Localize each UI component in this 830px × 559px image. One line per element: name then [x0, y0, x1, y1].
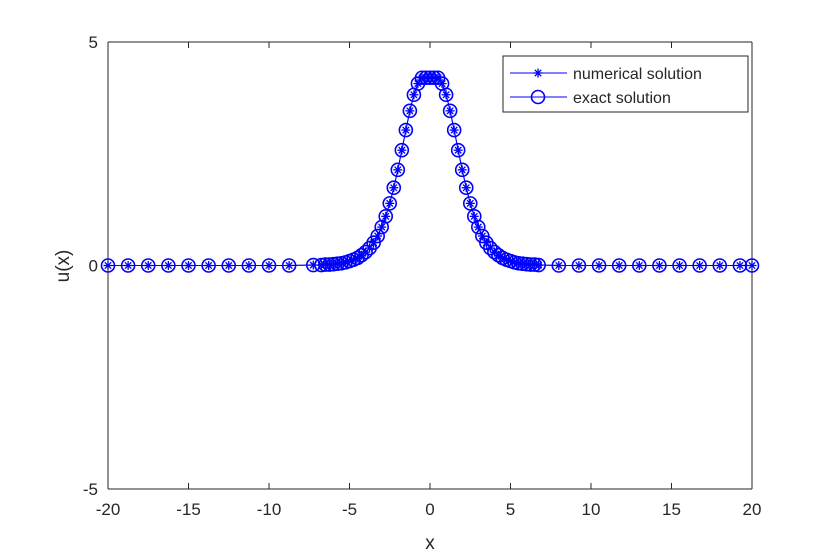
x-tick-label: -15 — [176, 500, 201, 519]
data-point-circle — [458, 180, 474, 196]
data-point-circle — [100, 258, 116, 273]
data-point-circle — [281, 258, 297, 273]
x-tick-label: -20 — [96, 500, 121, 519]
data-point-circle — [652, 258, 667, 273]
x-tick-label: 5 — [506, 500, 515, 519]
data-point-circle — [398, 122, 414, 138]
data-point-circle — [712, 258, 728, 273]
legend-marker-numerical — [533, 68, 543, 78]
legend-circle-icon — [530, 89, 546, 105]
x-tick-label: 0 — [425, 500, 434, 519]
data-point-circle — [523, 257, 538, 272]
legend: numerical solution exact solution — [502, 55, 749, 113]
data-point-circle — [531, 257, 546, 273]
data-point-circle — [418, 70, 434, 86]
data-point-circle — [462, 196, 478, 211]
y-tick-label: -5 — [83, 480, 98, 499]
data-point-circle — [358, 244, 373, 260]
y-tick-label: 0 — [89, 257, 98, 276]
data-point-circle — [318, 257, 333, 272]
y-ticks: -5 0 5 — [83, 33, 752, 499]
data-point-circle — [261, 258, 277, 273]
data-point-circle — [402, 103, 418, 119]
legend-label-numerical: numerical solution — [573, 66, 702, 83]
x-tick-label: 15 — [662, 500, 681, 519]
x-tick-label: 10 — [582, 500, 601, 519]
data-point-circle — [414, 70, 430, 86]
series-layer — [100, 70, 760, 273]
data-point-circle — [161, 258, 176, 273]
legend-marker-exact — [530, 89, 546, 105]
data-point-circle — [378, 209, 394, 224]
data-point-circle — [394, 142, 410, 158]
data-point-circle — [140, 258, 156, 273]
data-point-circle — [305, 257, 321, 273]
data-point-circle — [422, 70, 438, 86]
data-point-circle — [390, 162, 406, 178]
data-point-circle — [442, 103, 458, 119]
data-point-circle — [382, 196, 398, 211]
data-point-circle — [571, 258, 587, 273]
data-point-circle — [241, 258, 257, 273]
data-point-circle — [611, 258, 627, 273]
data-point-circle — [438, 87, 454, 103]
data-point-circle — [446, 122, 462, 138]
data-point-circle — [454, 162, 470, 178]
legend-box — [502, 55, 749, 113]
data-point-circle — [201, 258, 216, 273]
data-point-circle — [551, 258, 567, 273]
data-point-circle — [181, 258, 196, 273]
x-axis-label: x — [425, 533, 435, 554]
y-tick-label: 5 — [89, 33, 98, 52]
data-point-circle — [491, 247, 506, 263]
data-point-circle — [354, 247, 369, 263]
data-point-circle — [591, 258, 607, 273]
data-point-circle — [692, 258, 707, 273]
data-point-circle — [744, 258, 760, 273]
y-axis-label: u(x) — [53, 250, 74, 283]
data-point-circle — [483, 240, 498, 256]
x-tick-label: 20 — [743, 500, 762, 519]
data-point-circle — [450, 142, 466, 158]
data-point-circle — [631, 258, 647, 273]
x-tick-label: -10 — [257, 500, 282, 519]
x-ticks: -20 -15 -10 -5 0 5 10 15 20 — [96, 42, 762, 519]
data-point-circle — [386, 180, 402, 196]
x-tick-label: -5 — [342, 500, 357, 519]
series-exact — [100, 70, 760, 273]
data-point-circle — [672, 258, 687, 273]
legend-asterisk-icon — [533, 68, 543, 78]
data-point-circle — [370, 228, 385, 244]
legend-label-exact: exact solution — [573, 90, 671, 107]
data-point-circle — [120, 258, 136, 273]
data-point-circle — [221, 258, 237, 273]
data-point-circle — [470, 219, 486, 235]
data-point-circle — [732, 258, 748, 273]
